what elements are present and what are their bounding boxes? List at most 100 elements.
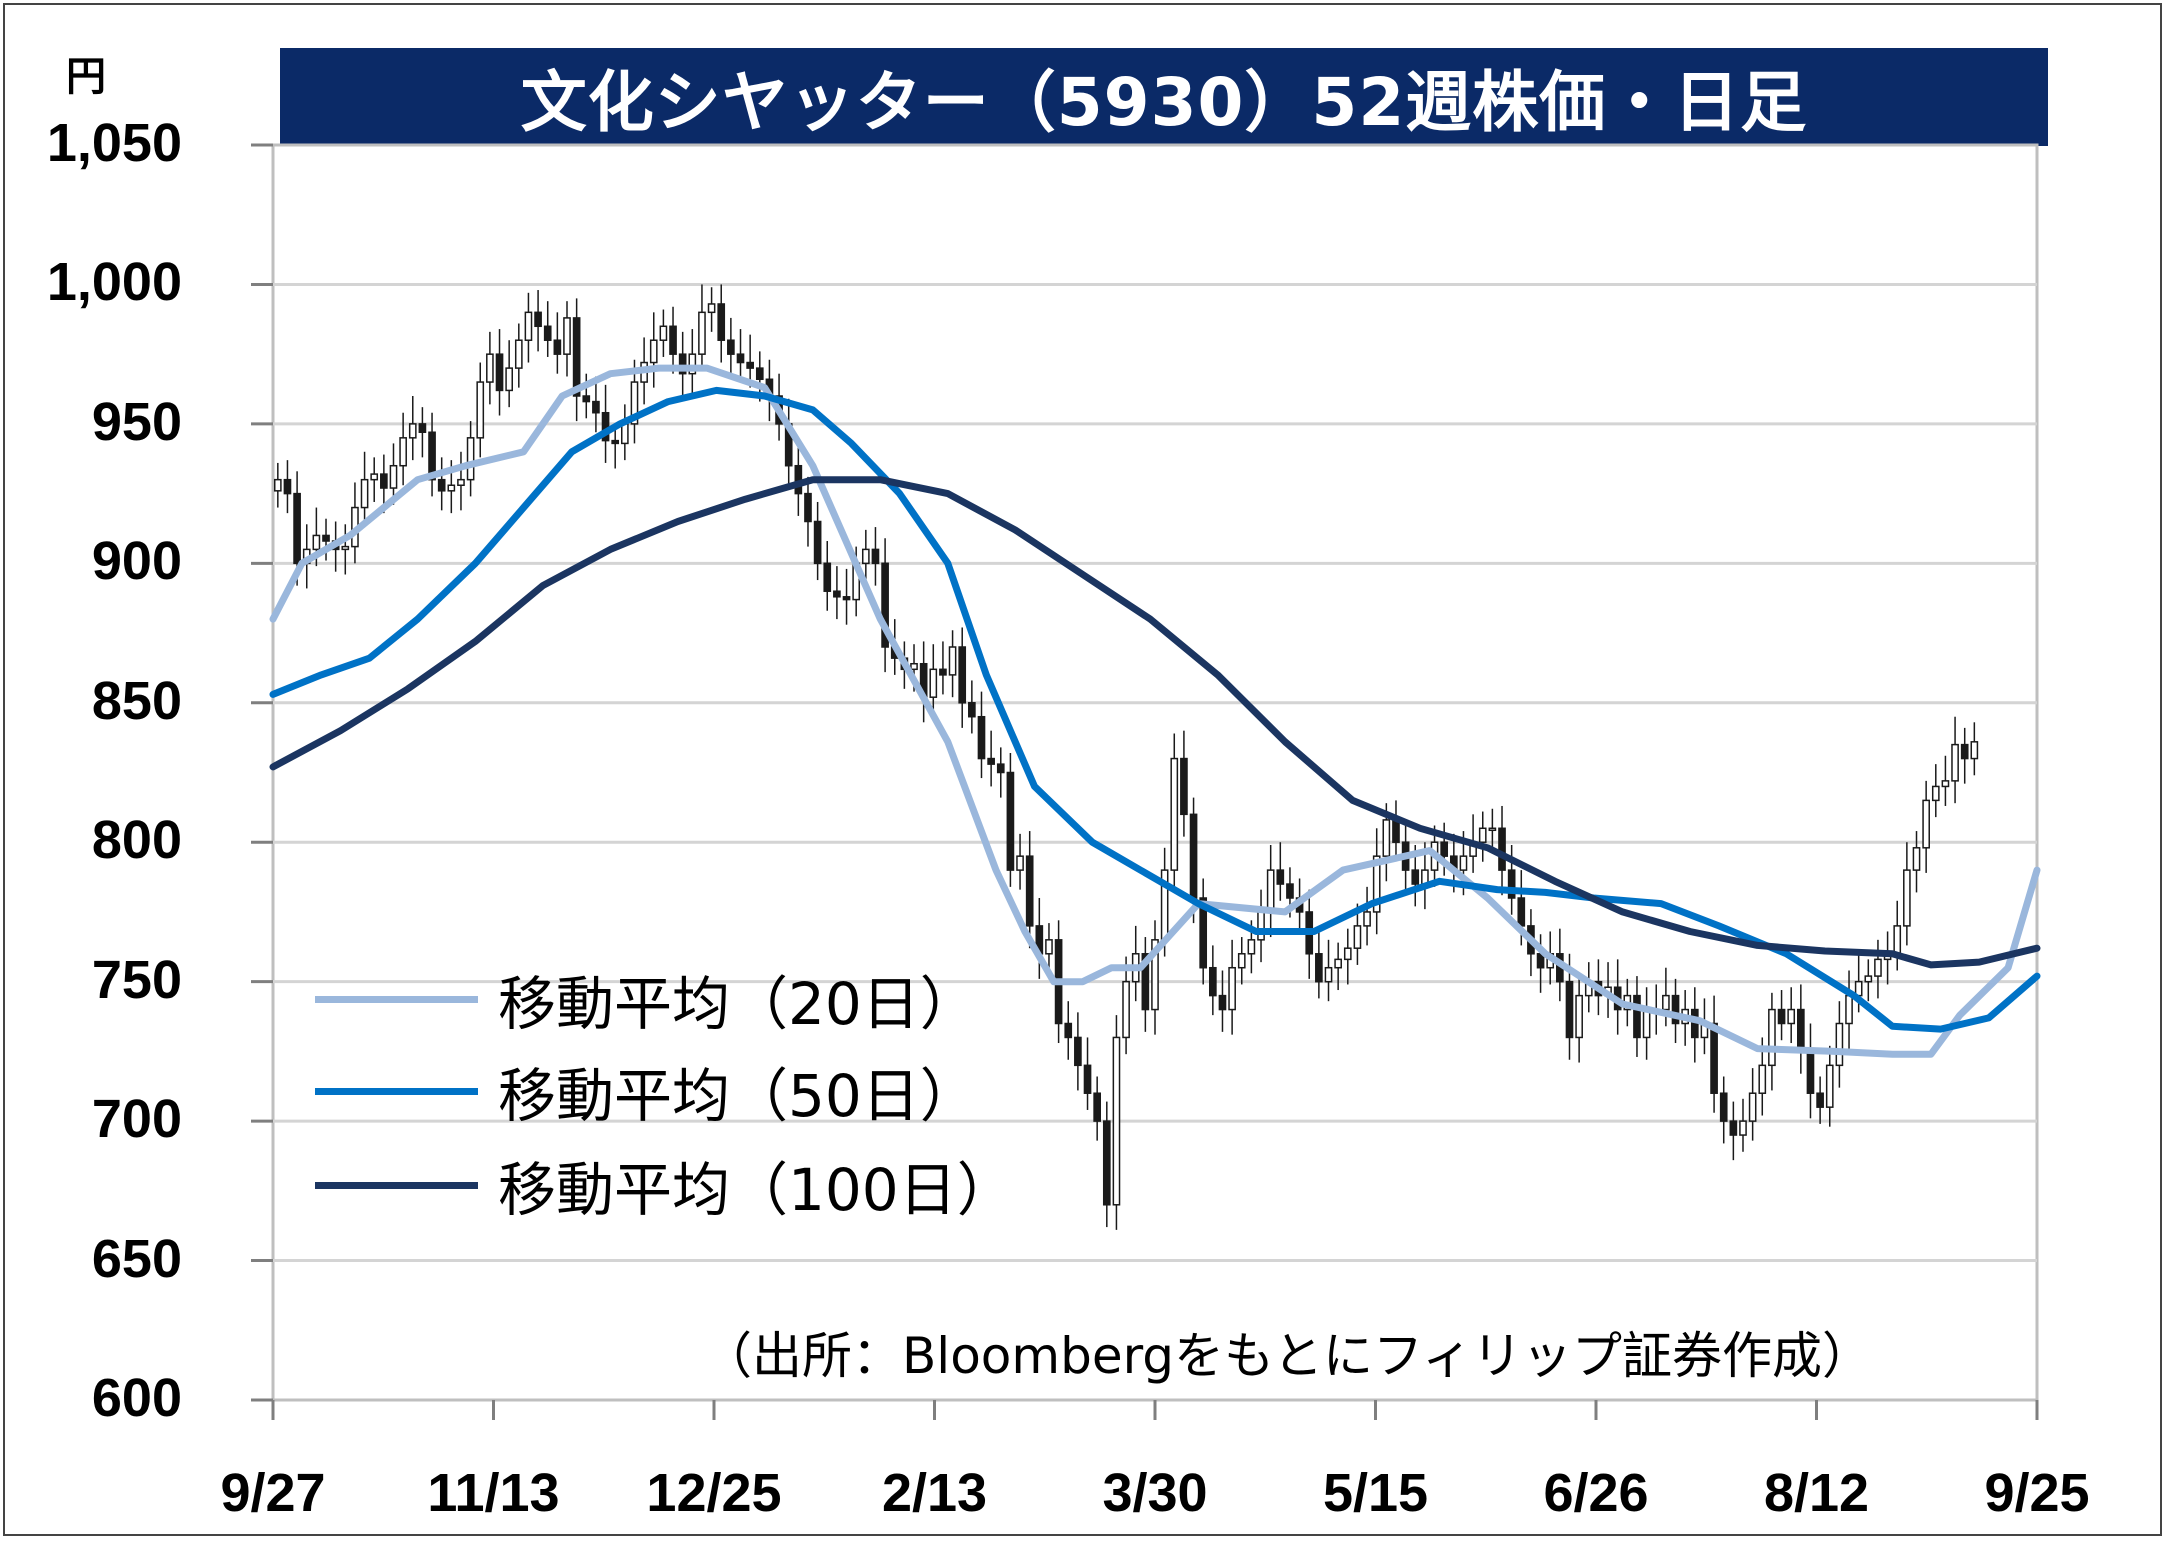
y-tick-label: 1,050 [46, 113, 182, 173]
candle-body [611, 439, 620, 445]
candle-body [1835, 1022, 1844, 1067]
candle-body [1845, 994, 1853, 1025]
candle-body [572, 317, 581, 397]
candle-body [948, 646, 957, 676]
candle-body [1382, 819, 1391, 857]
candle-body [1083, 1064, 1092, 1094]
legend-swatch-ma20 [315, 995, 478, 1003]
candle-body [987, 757, 995, 765]
x-tick-label: 6/26 [1543, 1463, 1649, 1523]
candle-body [833, 590, 841, 598]
candle-body [1343, 947, 1352, 961]
candle-body [1334, 958, 1342, 969]
candle-body [495, 353, 504, 392]
candle-body [996, 763, 1005, 774]
candle-body [1122, 980, 1130, 1039]
candle-body [717, 303, 726, 341]
candle-body [322, 534, 330, 542]
candle-body [1507, 869, 1516, 899]
legend-label-ma100: 移動平均（100日） [498, 1156, 1015, 1224]
candle-body [1662, 994, 1670, 1011]
candle-body [1816, 1092, 1824, 1108]
candle-body [1141, 953, 1150, 1011]
candle-body [466, 437, 475, 481]
candle-body [1093, 1092, 1101, 1122]
candle-body [1960, 743, 1969, 760]
candle-body [1922, 799, 1930, 849]
legend-item-ma20: 移動平均（20日） [315, 957, 978, 1041]
candle-body [910, 662, 918, 671]
y-tick-label: 650 [91, 1228, 182, 1289]
ma100-line [269, 476, 2041, 969]
candle-body [418, 423, 427, 434]
candle-body [1199, 897, 1208, 969]
candle-body [1671, 994, 1680, 1025]
candle-body [1170, 757, 1179, 871]
candle-body [1392, 819, 1400, 843]
candle-body [1045, 939, 1053, 955]
y-tick-label: 750 [91, 949, 182, 1010]
candle-body [592, 400, 600, 414]
candle-body [1459, 855, 1468, 871]
y-tick-label: 900 [91, 531, 182, 592]
legend-swatch-ma100 [315, 1181, 478, 1189]
chart-title-text: 文化シヤッター（5930）52週株価・日足 [520, 64, 1808, 141]
candle-body [1286, 883, 1294, 899]
candle-body [1478, 827, 1487, 843]
candle-body [341, 545, 350, 551]
candle-body [408, 423, 417, 439]
candle-body [727, 339, 735, 355]
candle-body [534, 311, 542, 328]
candle-body [457, 478, 465, 486]
candle-body [505, 367, 513, 392]
candle-body [1931, 785, 1940, 802]
candle-body [437, 478, 446, 492]
candle-body [1797, 1008, 1805, 1053]
candle-body [1893, 925, 1902, 955]
candle-body [1565, 980, 1574, 1039]
candle-body [861, 548, 870, 565]
legend-label-ma50: 移動平均（50日） [498, 1062, 978, 1130]
candle-body [1064, 1022, 1073, 1039]
candle-body [823, 562, 832, 592]
candle-body [881, 562, 889, 648]
candle-body [1874, 958, 1882, 977]
legend-item-ma100: 移動平均（100日） [315, 1143, 1015, 1227]
candle-body [871, 548, 880, 565]
candle-body [380, 473, 388, 489]
candle-body [1806, 1050, 1815, 1094]
x-tick-label: 5/15 [1322, 1463, 1429, 1523]
candle-body [553, 339, 562, 355]
candle-body [630, 381, 639, 425]
candle-body [1777, 1008, 1786, 1025]
x-tick-label: 3/30 [1102, 1463, 1208, 1523]
candle-body [1748, 1092, 1757, 1122]
candle-body [1488, 827, 1497, 832]
candle-body [447, 484, 456, 492]
candle-body [1517, 897, 1526, 927]
x-tick-label: 12/25 [646, 1463, 782, 1523]
candle-body [1112, 1036, 1121, 1206]
candle-body [1575, 994, 1583, 1039]
candle-body [649, 339, 658, 364]
candle-body [1189, 813, 1198, 899]
candle-body [977, 715, 986, 760]
candle-body [813, 520, 822, 565]
candle-body [929, 668, 938, 698]
candle-body [736, 353, 745, 364]
candle-body [1315, 953, 1323, 983]
candle-body [659, 325, 668, 341]
candle-body [968, 702, 976, 718]
candle-body [1729, 1120, 1738, 1136]
candle-body [1864, 975, 1873, 983]
candle-body [1633, 994, 1641, 1039]
candle-body [1372, 855, 1381, 913]
candle-body [1016, 855, 1024, 871]
candle-body [1151, 939, 1159, 1011]
y-tick-label: 950 [91, 391, 182, 452]
candle-body [707, 303, 716, 314]
candle-body [563, 317, 571, 355]
candle-body [1710, 1022, 1718, 1094]
candle-body [1257, 911, 1265, 941]
candle-body [939, 668, 947, 676]
